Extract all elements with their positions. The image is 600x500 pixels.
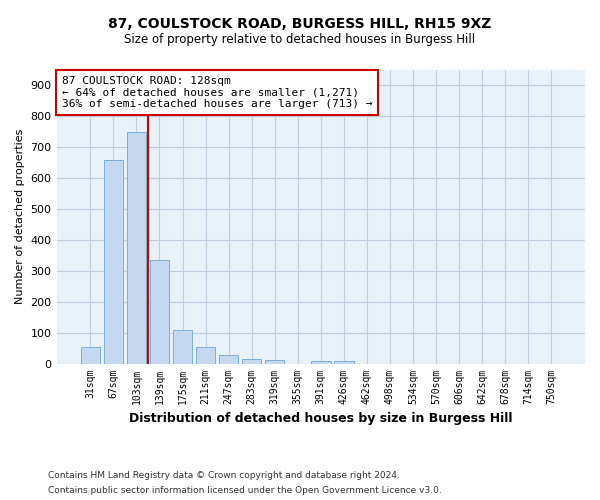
Bar <box>196 347 215 364</box>
Bar <box>242 359 262 364</box>
Bar <box>219 355 238 364</box>
Bar <box>149 260 169 364</box>
Bar <box>80 346 100 364</box>
Text: Contains public sector information licensed under the Open Government Licence v3: Contains public sector information licen… <box>48 486 442 495</box>
Bar <box>127 132 146 364</box>
Bar <box>173 330 193 364</box>
Bar <box>104 160 123 364</box>
Text: Contains HM Land Registry data © Crown copyright and database right 2024.: Contains HM Land Registry data © Crown c… <box>48 471 400 480</box>
Y-axis label: Number of detached properties: Number of detached properties <box>15 129 25 304</box>
X-axis label: Distribution of detached houses by size in Burgess Hill: Distribution of detached houses by size … <box>129 412 512 425</box>
Bar <box>311 361 331 364</box>
Bar <box>265 360 284 364</box>
Bar <box>334 361 353 364</box>
Text: 87, COULSTOCK ROAD, BURGESS HILL, RH15 9XZ: 87, COULSTOCK ROAD, BURGESS HILL, RH15 9… <box>109 18 491 32</box>
Text: 87 COULSTOCK ROAD: 128sqm
← 64% of detached houses are smaller (1,271)
36% of se: 87 COULSTOCK ROAD: 128sqm ← 64% of detac… <box>62 76 373 109</box>
Text: Size of property relative to detached houses in Burgess Hill: Size of property relative to detached ho… <box>124 32 476 46</box>
